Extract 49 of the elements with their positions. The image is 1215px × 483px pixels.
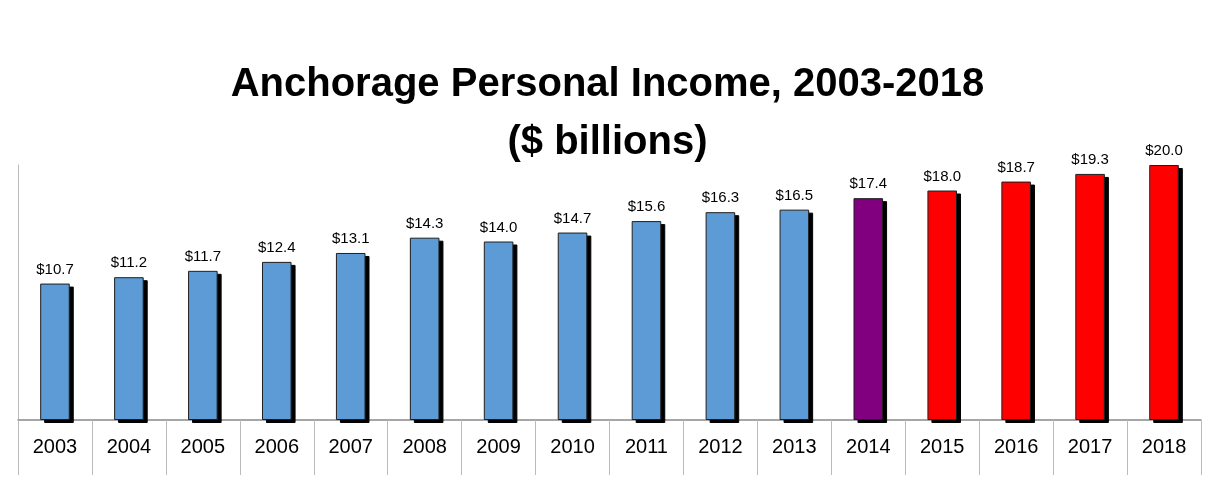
bar: [409, 237, 440, 420]
bar: [853, 198, 884, 420]
data-label: $18.0: [923, 166, 961, 184]
data-label: $18.7: [997, 157, 1035, 175]
x-tick-label: 2010: [550, 435, 595, 457]
data-label: $14.3: [405, 213, 444, 231]
x-tick-label: 2008: [402, 435, 447, 457]
bar: [1001, 181, 1031, 420]
bar: [927, 190, 958, 420]
x-tick-label: 2016: [993, 435, 1039, 457]
x-tick-label: 2009: [476, 435, 521, 457]
chart-title: Anchorage Personal Income, 2003-2018 ($ billions): [230, 60, 985, 162]
bar: [779, 209, 810, 420]
x-tick-label: 2017: [1067, 435, 1113, 457]
data-label: $12.4: [258, 237, 296, 255]
data-label: $15.6: [627, 197, 666, 215]
x-tick-label: 2005: [180, 435, 226, 457]
bar: [1149, 165, 1179, 420]
x-tick-label: 2007: [328, 435, 373, 457]
data-label: $19.3: [1071, 149, 1109, 167]
x-tick-label: 2012: [698, 435, 743, 457]
x-tick-label: 2003: [32, 435, 78, 457]
data-label: $14.0: [479, 217, 518, 235]
x-tick-label: 2015: [919, 435, 965, 457]
bar: [114, 277, 144, 420]
bar: [1075, 173, 1105, 420]
data-label: $13.1: [331, 228, 370, 246]
x-tick-label: 2014: [846, 435, 891, 457]
bar: [335, 252, 366, 420]
data-label: $14.7: [553, 208, 592, 226]
x-tick-label: 2018: [1141, 435, 1187, 457]
bar: [705, 212, 736, 420]
data-label: $11.2: [110, 253, 148, 271]
bar: [483, 241, 514, 420]
bar: [631, 221, 662, 420]
x-tick-label: 2004: [106, 435, 152, 457]
bar: [557, 232, 588, 420]
x-tick-label: 2006: [254, 435, 300, 457]
data-label: $16.5: [775, 185, 814, 203]
data-label: $10.7: [36, 259, 74, 277]
data-label: $20.0: [1145, 141, 1183, 158]
data-label: $17.4: [849, 174, 888, 192]
data-label: $11.7: [184, 246, 222, 264]
bar: [40, 283, 70, 420]
bar: [188, 270, 218, 420]
x-tick-label: 2011: [624, 435, 668, 457]
data-label: $16.3: [701, 188, 740, 206]
x-tick-label: 2013: [772, 435, 817, 457]
bar: [261, 261, 292, 420]
